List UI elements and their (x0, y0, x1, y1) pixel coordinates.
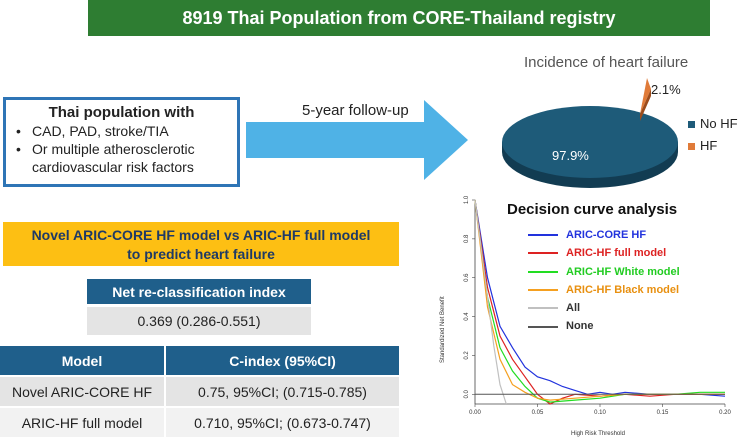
legend-line (528, 234, 558, 237)
nri-table: Net re-classification index 0.369 (0.286… (87, 279, 311, 335)
incidence-pie-chart (502, 78, 678, 188)
legend-label: ARIC-CORE HF (566, 229, 647, 241)
dca-legend-entry: ARIC-HF Black model (528, 281, 680, 299)
cindex-table: Model C-index (95%CI) Novel ARIC-CORE HF… (0, 346, 399, 439)
cindex-model: Novel ARIC-CORE HF (0, 377, 164, 406)
dca-x-axis-label: High Risk Threshold (571, 431, 625, 437)
y-tick-label: 0.2 (464, 351, 470, 360)
cindex-model: ARIC-HF full model (0, 408, 164, 437)
dca-y-axis-label: Standardized Net Benefit (440, 296, 446, 363)
dca-legend-entry: None (528, 317, 680, 335)
comparison-banner: Novel ARIC-CORE HF model vs ARIC-HF full… (3, 222, 399, 266)
cindex-value: 0.710, 95%CI; (0.673-0.747) (166, 408, 399, 437)
population-box: Thai population with CAD, PAD, stroke/TI… (3, 97, 240, 187)
legend-label: No HF (700, 116, 738, 131)
legend-entry-hf: HF (688, 135, 738, 157)
comparison-line-1: Novel ARIC-CORE HF model vs ARIC-HF full… (31, 227, 371, 243)
dca-legend: ARIC-CORE HF ARIC-HF full model ARIC-HF … (528, 226, 680, 336)
nri-header: Net re-classification index (87, 279, 311, 304)
population-item: Or multiple atherosclerotic cardiovascul… (12, 140, 231, 176)
y-tick-label: 0.4 (464, 312, 470, 321)
legend-label: HF (700, 138, 718, 153)
title-text: 8919 Thai Population from CORE-Thailand … (182, 7, 616, 28)
nri-value: 0.369 (0.286-0.551) (87, 307, 311, 335)
legend-swatch (688, 142, 695, 150)
hf-percent-label: 2.1% (651, 82, 681, 97)
comparison-line-2: to predict heart failure (127, 246, 275, 262)
legend-label: ARIC-HF full model (566, 247, 667, 260)
pie-legend: No HF HF (688, 113, 738, 157)
legend-line (528, 307, 558, 310)
population-item: CAD, PAD, stroke/TIA (12, 122, 231, 140)
y-tick-label: 0.0 (464, 389, 470, 398)
pie-slice-hf (640, 78, 651, 114)
legend-line (528, 270, 558, 273)
legend-swatch (688, 120, 695, 128)
legend-label: ARIC-HF Black model (566, 283, 680, 296)
series-line-all (474, 199, 507, 405)
pie-slice-no-hf (502, 106, 678, 178)
legend-line (528, 325, 558, 328)
legend-line (528, 252, 558, 255)
pie-title: Incidence of heart failure (524, 54, 689, 71)
legend-label: All (566, 302, 581, 315)
cindex-header-row: Model C-index (95%CI) (0, 346, 399, 375)
y-tick-label: 0.8 (464, 234, 470, 243)
dca-legend-entry: ARIC-HF White model (528, 263, 680, 281)
decision-curve-chart: 0.0 0.2 0.4 0.6 0.8 1.0 0.00 0.05 0.10 0.15 0.20 (464, 195, 731, 416)
cindex-header-value: C-index (95%CI) (166, 346, 399, 375)
x-tick-label: 0.10 (594, 410, 606, 416)
x-tick-label: 0.15 (657, 410, 669, 416)
dca-title: Decision curve analysis (507, 201, 678, 218)
x-tick-label: 0.05 (532, 410, 544, 416)
x-tick-label: 0.20 (719, 410, 731, 416)
dca-legend-entry: ARIC-CORE HF (528, 226, 680, 244)
legend-label: None (566, 320, 594, 333)
dca-legend-entry: All (528, 299, 680, 317)
follow-up-arrow-icon (246, 100, 468, 180)
legend-label: ARIC-HF White model (566, 265, 680, 278)
y-tick-label: 0.6 (464, 273, 470, 282)
legend-line (528, 289, 558, 292)
table-row: Novel ARIC-CORE HF 0.75, 95%CI; (0.715-0… (0, 377, 399, 406)
dca-legend-entry: ARIC-HF full model (528, 244, 680, 262)
population-list: CAD, PAD, stroke/TIA Or multiple atheros… (12, 122, 231, 176)
followup-label: 5-year follow-up (302, 102, 409, 119)
population-heading: Thai population with (48, 104, 195, 121)
cindex-value: 0.75, 95%CI; (0.715-0.785) (166, 377, 399, 406)
x-tick-label: 0.00 (469, 410, 481, 416)
y-tick-label: 1.0 (464, 195, 470, 204)
no-hf-percent-label: 97.9% (552, 148, 589, 163)
table-row: ARIC-HF full model 0.710, 95%CI; (0.673-… (0, 408, 399, 437)
title-banner: 8919 Thai Population from CORE-Thailand … (88, 0, 710, 36)
cindex-header-model: Model (0, 346, 164, 375)
legend-entry-no-hf: No HF (688, 113, 738, 135)
series-line-aric-hf-full-model (474, 199, 725, 405)
